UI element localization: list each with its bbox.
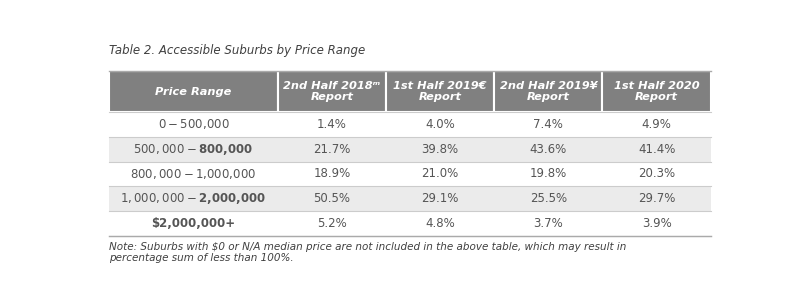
Text: Table 2. Accessible Suburbs by Price Range: Table 2. Accessible Suburbs by Price Ran… xyxy=(110,44,366,57)
Text: 18.9%: 18.9% xyxy=(313,167,350,181)
Text: $500,000-$800,000: $500,000-$800,000 xyxy=(134,142,254,157)
Text: 1st Half 2020
Report: 1st Half 2020 Report xyxy=(614,81,699,102)
Text: 4.9%: 4.9% xyxy=(642,118,671,131)
Text: 43.6%: 43.6% xyxy=(530,143,567,156)
Text: $800,000-$1,000,000: $800,000-$1,000,000 xyxy=(130,167,257,181)
Text: $0-$500,000: $0-$500,000 xyxy=(158,118,230,132)
Text: 41.4%: 41.4% xyxy=(638,143,675,156)
Text: 21.7%: 21.7% xyxy=(313,143,350,156)
Text: 50.5%: 50.5% xyxy=(314,192,350,205)
Text: 2nd Half 2019¥
Report: 2nd Half 2019¥ Report xyxy=(499,81,597,102)
Text: 2nd Half 2018ᵐ
Report: 2nd Half 2018ᵐ Report xyxy=(283,81,380,102)
Text: 7.4%: 7.4% xyxy=(534,118,563,131)
Text: 4.0%: 4.0% xyxy=(425,118,455,131)
Text: 1st Half 2019€
Report: 1st Half 2019€ Report xyxy=(394,81,487,102)
Text: 29.7%: 29.7% xyxy=(638,192,675,205)
Text: 3.7%: 3.7% xyxy=(534,217,563,230)
Text: 4.8%: 4.8% xyxy=(425,217,455,230)
Text: 5.2%: 5.2% xyxy=(317,217,346,230)
Text: Note: Suburbs with $0 or N/A median price are not included in the above table, w: Note: Suburbs with $0 or N/A median pric… xyxy=(110,242,626,263)
Text: 39.8%: 39.8% xyxy=(422,143,458,156)
Text: $1,000,000-$2,000,000: $1,000,000-$2,000,000 xyxy=(120,191,266,206)
Text: 29.1%: 29.1% xyxy=(422,192,458,205)
Text: 1.4%: 1.4% xyxy=(317,118,346,131)
Text: 20.3%: 20.3% xyxy=(638,167,675,181)
Text: Price Range: Price Range xyxy=(155,87,232,96)
Text: 19.8%: 19.8% xyxy=(530,167,567,181)
Text: 21.0%: 21.0% xyxy=(422,167,458,181)
Text: 25.5%: 25.5% xyxy=(530,192,567,205)
Text: $2,000,000+: $2,000,000+ xyxy=(151,217,235,230)
Text: 3.9%: 3.9% xyxy=(642,217,671,230)
